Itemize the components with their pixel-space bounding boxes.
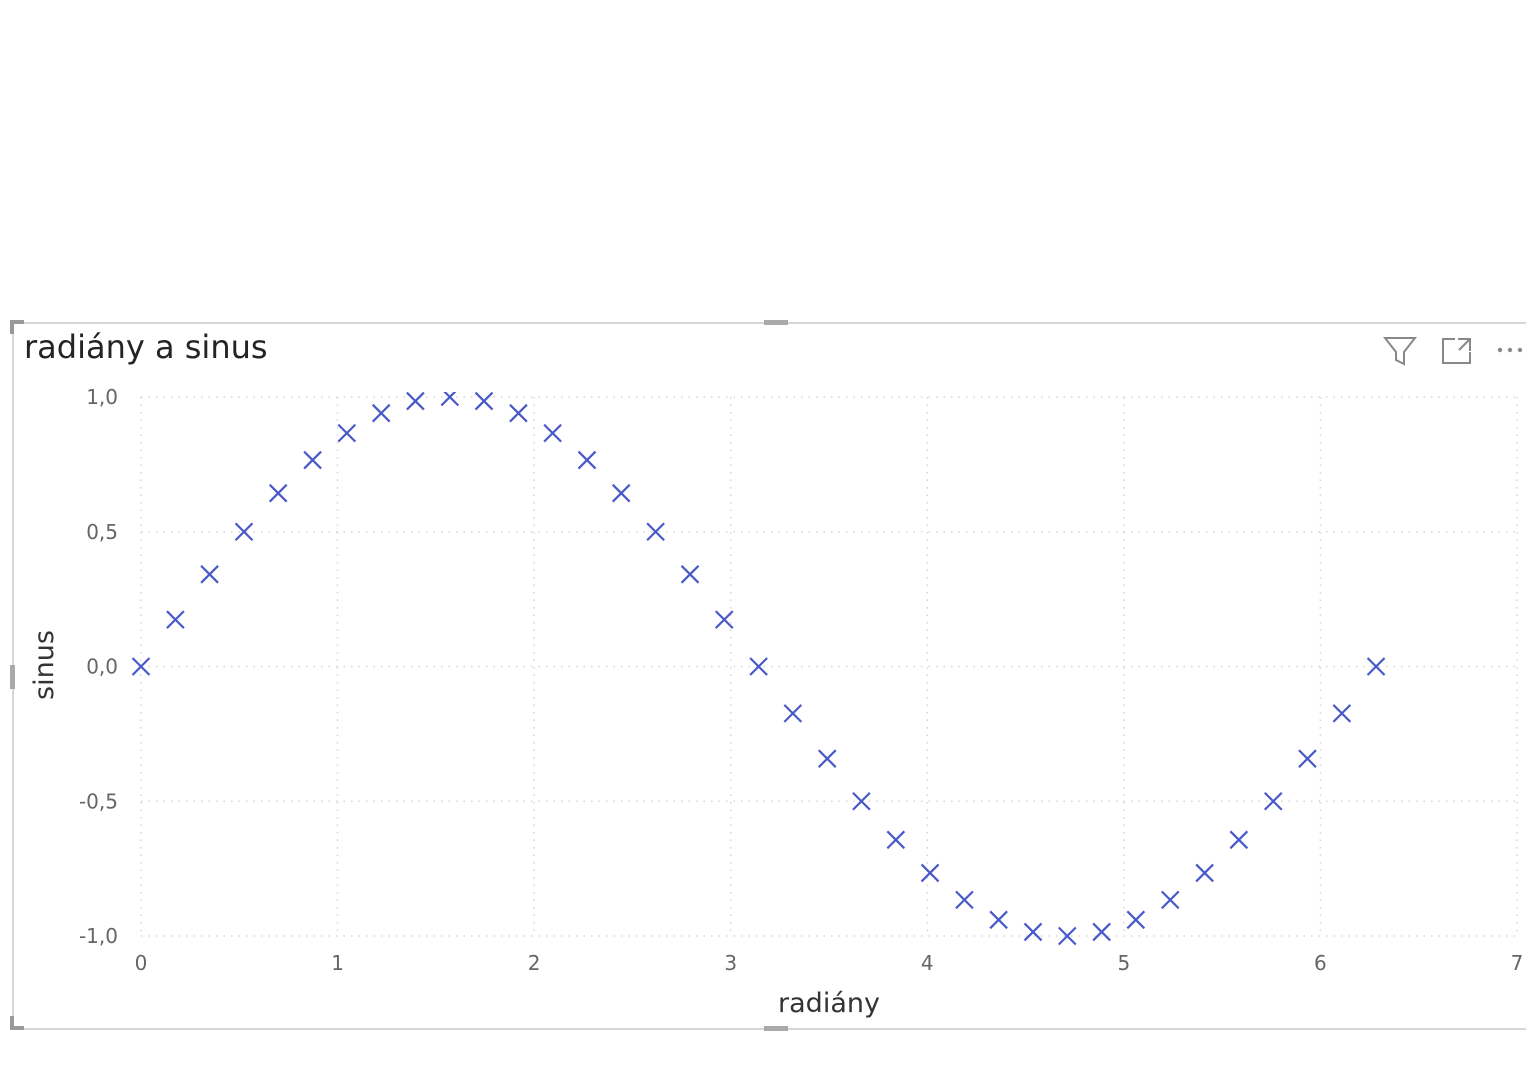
resize-handle-left[interactable] (10, 665, 15, 689)
data-point-marker[interactable] (337, 423, 357, 443)
data-point-marker[interactable] (1160, 890, 1180, 910)
x-tick-label: 7 (1511, 951, 1524, 975)
data-point-marker[interactable] (680, 565, 700, 584)
focus-mode-icon[interactable] (1442, 338, 1471, 364)
data-point-marker[interactable] (886, 830, 906, 850)
data-point-marker[interactable] (303, 450, 322, 470)
data-point-marker[interactable] (1229, 830, 1249, 850)
y-tick-label: -0,5 (79, 789, 118, 813)
y-tick-label: -1,0 (79, 924, 118, 948)
scatter-visual[interactable]: radiány a sinus 0 1 2 3 4 5 6 7 1,0 0,5 0,0 -0,5 -1… (10, 320, 1526, 1031)
x-tick-label: 0 (135, 951, 148, 975)
data-point-marker[interactable] (406, 392, 425, 411)
y-tick-label: 0,5 (86, 520, 118, 544)
data-point-marker[interactable] (1366, 657, 1386, 676)
more-options-icon[interactable] (1497, 347, 1523, 353)
data-point-marker[interactable] (714, 610, 734, 629)
data-point-marker[interactable] (646, 522, 665, 542)
data-point-marker[interactable] (440, 389, 460, 407)
data-point-marker[interactable] (920, 863, 940, 883)
data-point-marker[interactable] (371, 403, 391, 423)
x-axis-ticks: 0 1 2 3 4 5 6 7 (135, 951, 1524, 975)
x-axis-title: radiány (778, 988, 880, 1019)
data-point-marker[interactable] (989, 910, 1008, 930)
data-point-marker[interactable] (543, 423, 562, 443)
y-axis-title: sinus (29, 630, 60, 700)
data-point-marker[interactable] (474, 392, 494, 411)
y-axis-ticks: 1,0 0,5 0,0 -0,5 -1,0 (79, 385, 118, 948)
data-point-marker[interactable] (1332, 704, 1352, 723)
data-point-marker[interactable] (509, 403, 528, 423)
data-point-marker[interactable] (955, 890, 974, 910)
x-tick-label: 1 (331, 951, 344, 975)
resize-corner-bottom-left[interactable] (10, 1016, 24, 1030)
filter-icon[interactable] (1382, 337, 1418, 366)
chart-title: radiány a sinus (24, 328, 268, 366)
data-point-marker[interactable] (1263, 791, 1283, 811)
data-point-marker[interactable] (749, 657, 768, 676)
data-point-marker[interactable] (1195, 863, 1214, 883)
data-point-marker[interactable] (234, 522, 254, 542)
scatter-chart: radiány a sinus 0 1 2 3 4 5 6 7 1,0 0,5 0,0 -0,5 -1… (10, 320, 1526, 1031)
x-tick-label: 4 (921, 951, 934, 975)
y-gridlines (141, 396, 1517, 937)
resize-handle-top[interactable] (764, 320, 788, 325)
data-point-marker[interactable] (1126, 910, 1146, 930)
data-points (131, 389, 1386, 946)
data-point-marker[interactable] (268, 483, 288, 503)
data-point-marker[interactable] (200, 565, 219, 584)
data-point-marker[interactable] (611, 483, 631, 503)
resize-handle-bottom[interactable] (764, 1026, 788, 1031)
y-tick-label: 0,0 (86, 655, 118, 679)
data-point-marker[interactable] (1298, 749, 1317, 768)
data-point-marker[interactable] (783, 704, 803, 723)
x-tick-label: 3 (724, 951, 737, 975)
visual-border (12, 322, 1526, 1030)
data-point-marker[interactable] (577, 450, 597, 470)
resize-corner-top-left[interactable] (10, 320, 24, 334)
data-point-marker[interactable] (1023, 922, 1043, 942)
data-point-marker[interactable] (166, 610, 185, 629)
y-tick-label: 1,0 (86, 385, 118, 409)
data-point-marker[interactable] (1057, 926, 1077, 946)
data-point-marker[interactable] (131, 657, 151, 676)
x-tick-label: 5 (1117, 951, 1130, 975)
x-gridlines (140, 397, 1518, 936)
data-point-marker[interactable] (817, 749, 837, 768)
data-point-marker[interactable] (1092, 922, 1111, 942)
x-tick-label: 6 (1314, 951, 1327, 975)
data-point-marker[interactable] (852, 791, 871, 811)
x-tick-label: 2 (528, 951, 541, 975)
